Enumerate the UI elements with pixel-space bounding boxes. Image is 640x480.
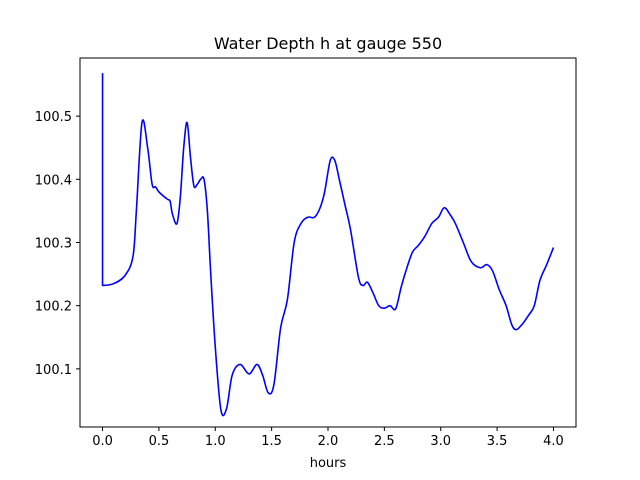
- y-axis: 100.1 100.2 100.3 100.4 100.5: [35, 110, 80, 378]
- x-tick-label: 2.5: [374, 434, 395, 449]
- y-tick-label: 100.2: [35, 300, 72, 315]
- x-axis-label: hours: [310, 456, 347, 471]
- y-tick-label: 100.3: [35, 237, 72, 252]
- plot-frame: [79, 57, 577, 428]
- x-axis: 0.0 0.5 1.0 1.5 2.0 2.5 3.0 3.5 4.0: [92, 427, 564, 449]
- y-tick-label: 100.1: [35, 363, 72, 378]
- x-tick-label: 3.0: [430, 434, 451, 449]
- x-tick-label: 1.0: [205, 434, 226, 449]
- chart-title: Water Depth h at gauge 550: [214, 34, 442, 53]
- y-tick-label: 100.4: [35, 173, 72, 188]
- x-tick-label: 2.0: [318, 434, 339, 449]
- x-tick-label: 3.5: [487, 434, 508, 449]
- x-tick-label: 0.0: [92, 434, 113, 449]
- x-tick-label: 4.0: [543, 434, 564, 449]
- y-tick-label: 100.5: [35, 110, 72, 125]
- series-line: [101, 73, 555, 417]
- x-tick-label: 0.5: [149, 434, 170, 449]
- x-tick-label: 1.5: [261, 434, 282, 449]
